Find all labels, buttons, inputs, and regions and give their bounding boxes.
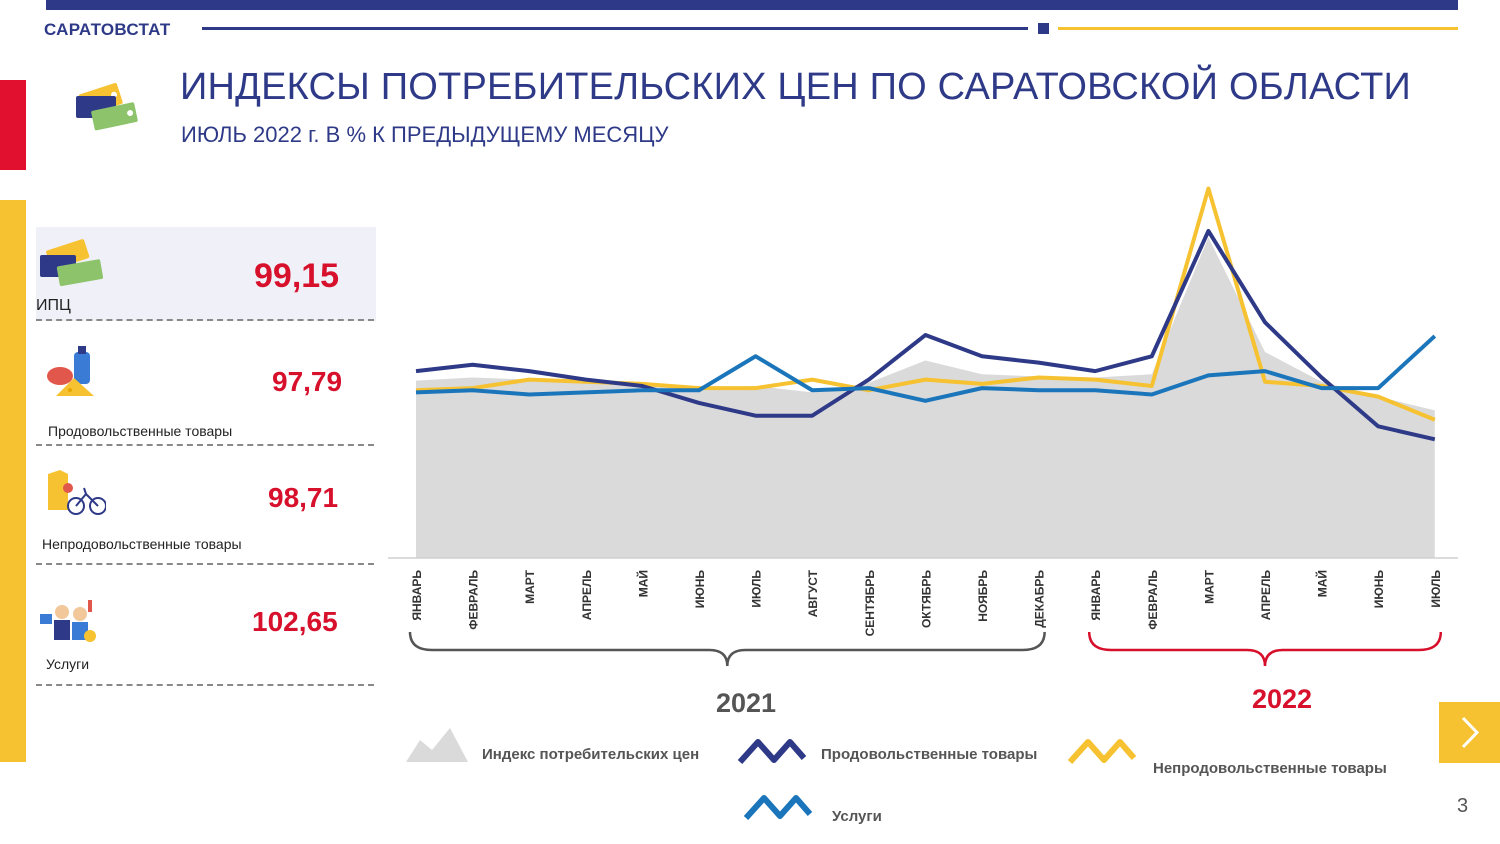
legend-swatch-services: [743, 795, 813, 821]
accent-strip-red: [0, 80, 26, 170]
kpi-panel-services: 102,65 Услуги: [36, 590, 376, 700]
year-brace-2021: [408, 631, 1046, 667]
x-tick-label: МАЙ: [635, 570, 650, 597]
x-tick-label: АПРЕЛЬ: [580, 570, 594, 621]
brand-logo: САРАТОВСТАТ: [44, 20, 171, 39]
services-icon: [40, 600, 96, 642]
x-tick-label: ФЕВРАЛЬ: [467, 570, 481, 630]
top-bar: [46, 0, 1458, 10]
series-line-food: [415, 228, 1436, 442]
page-subtitle: ИЮЛЬ 2022 г. В % К ПРЕДЫДУЩЕМУ МЕСЯЦУ: [181, 122, 669, 147]
divider: [36, 319, 374, 321]
food-icon: [47, 346, 94, 396]
series-line-services: [415, 334, 1437, 403]
series-line-nonfood: [415, 186, 1436, 422]
kpi-label: ИПЦ: [36, 297, 71, 314]
header-rule-square: [1038, 23, 1049, 34]
x-tick-label: ИЮНЬ: [1372, 570, 1386, 609]
x-tick-label: ЯНВАРЬ: [1089, 570, 1103, 621]
legend-label-services: Услуги: [832, 808, 882, 825]
next-slide-button[interactable]: [1439, 702, 1500, 763]
x-tick-label: СЕНТЯБРЬ: [863, 570, 877, 637]
header-rule-blue: [202, 27, 1028, 30]
legend-label-food: Продовольственные товары: [821, 746, 1038, 763]
kpi-value: 102,65: [252, 606, 338, 637]
legend-label-cpi: Индекс потребительских цен: [482, 746, 700, 763]
divider: [36, 563, 374, 565]
kpi-value: 97,79: [272, 366, 343, 397]
chevron-right-icon: [1461, 716, 1480, 749]
divider: [36, 444, 374, 446]
legend-label-nonfood: Непродовольственные товары: [1153, 760, 1387, 777]
price-tags-icon: [76, 82, 138, 131]
x-tick-label: ИЮНЬ: [693, 570, 707, 609]
x-tick-label: ДЕКАБРЬ: [1033, 570, 1047, 628]
series-area-cpi: [416, 237, 1435, 558]
kpi-value: 98,71: [268, 482, 339, 513]
x-tick-label: АПРЕЛЬ: [1259, 570, 1273, 621]
divider: [36, 684, 374, 686]
x-tick-label: МАРТ: [1202, 569, 1216, 604]
kpi-label: Продовольственные товары: [48, 423, 233, 439]
nonfood-icon: [48, 470, 106, 515]
x-tick-label: ИЮЛЬ: [750, 570, 764, 608]
legend-swatch-cpi: [406, 728, 468, 762]
accent-strip-yellow: [0, 200, 26, 762]
price-tags-icon: [40, 239, 104, 287]
x-tick-label: АВГУСТ: [806, 569, 820, 617]
kpi-label: Непродовольственные товары: [42, 536, 242, 552]
legend-swatch-food: [737, 739, 807, 765]
x-tick-label: ЯНВАРЬ: [410, 570, 424, 621]
x-tick-label: МАЙ: [1315, 570, 1330, 597]
year-label-2022: 2022: [1252, 684, 1313, 714]
legend-swatch-nonfood: [1067, 739, 1137, 765]
page-number: 3: [1457, 795, 1469, 817]
kpi-label: Услуги: [46, 656, 90, 672]
kpi-panel-food: 97,79 Продовольственные товары: [36, 340, 376, 450]
year-label-2021: 2021: [716, 688, 777, 718]
year-brace-2022: [1087, 631, 1443, 667]
x-tick-label: НОЯБРЬ: [976, 570, 990, 622]
header-rule-yellow: [1058, 27, 1458, 30]
price-index-chart: ЯНВАРЬ ФЕВРАЛЬ МАРТ АПРЕЛЬ МАЙ ИЮНЬ ИЮЛЬ АВГУСТ…: [388, 186, 1458, 667]
x-tick-label: ИЮЛЬ: [1429, 570, 1443, 608]
x-tick-label: ОКТЯБРЬ: [919, 570, 933, 628]
page-title: ИНДЕКСЫ ПОТРЕБИТЕЛЬСКИХ ЦЕН ПО САРАТОВСК…: [180, 66, 1411, 108]
x-tick-label: ФЕВРАЛЬ: [1146, 570, 1160, 630]
x-tick-label: МАРТ: [523, 569, 537, 604]
kpi-value: 99,15: [254, 257, 340, 295]
kpi-panel-nonfood: 98,71 Непродовольственные товары: [36, 460, 376, 570]
kpi-panel-cpi: 99,15 ИПЦ: [36, 227, 376, 321]
